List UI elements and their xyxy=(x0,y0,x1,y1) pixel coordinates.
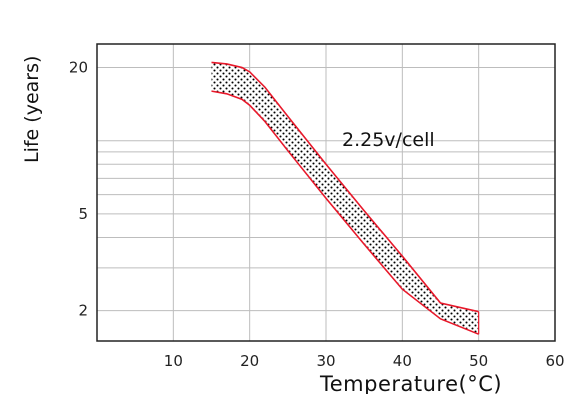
tick-labels: 10 20 30 40 50 60 2 5 20 xyxy=(69,59,565,370)
band-lower-edge xyxy=(211,90,479,335)
x-tick-label: 10 xyxy=(164,352,183,370)
band-fill xyxy=(211,62,479,335)
grid xyxy=(97,44,555,341)
x-tick-label: 40 xyxy=(393,352,412,370)
band-upper-edge xyxy=(211,61,479,313)
x-tick-label: 60 xyxy=(545,352,564,370)
x-tick-label: 30 xyxy=(316,352,335,370)
x-tick-label: 20 xyxy=(240,352,259,370)
life-band xyxy=(211,61,480,335)
voltage-annotation: 2.25v/cell xyxy=(342,129,435,151)
plot-frame xyxy=(96,43,556,342)
y-tick-label: 2 xyxy=(78,302,88,320)
y-axis-label: Life (years) xyxy=(21,56,43,163)
x-tick-label: 50 xyxy=(469,352,488,370)
y-tick-label: 20 xyxy=(69,59,88,77)
y-tick-label: 5 xyxy=(78,205,88,223)
x-axis-label: Temperature(°C) xyxy=(319,372,502,394)
